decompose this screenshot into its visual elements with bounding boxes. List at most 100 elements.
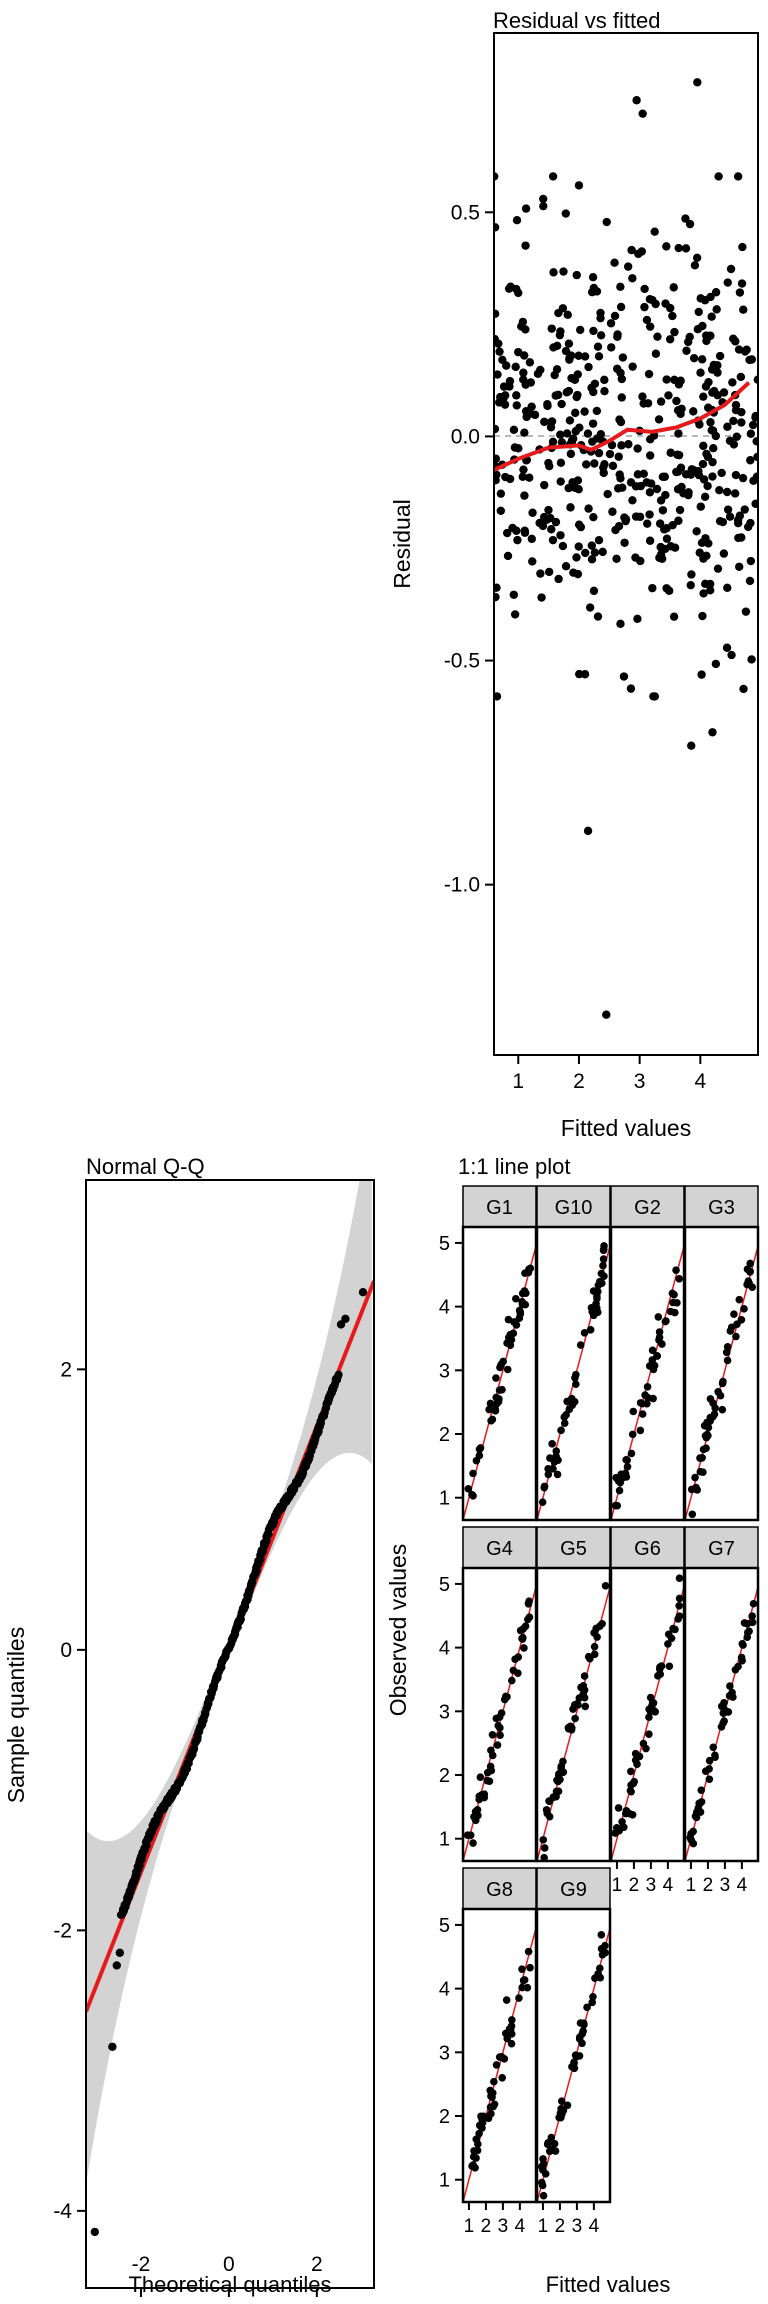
residual-point: [580, 407, 589, 416]
panel-point: [492, 1714, 501, 1723]
residual-point: [587, 541, 597, 550]
panel-strip: [462, 1185, 537, 1228]
panel-point: [586, 1326, 595, 1334]
residual-point: [611, 525, 620, 535]
residual-point: [727, 650, 736, 660]
residual-point: [742, 345, 751, 354]
residual-point: [525, 358, 535, 367]
residual-point: [574, 542, 583, 551]
trellis-x-tick-label: 3: [498, 2216, 509, 2237]
residual-smooth-line: [494, 381, 751, 472]
residual-point: [654, 415, 664, 424]
trellis-y-tick-label: 5: [439, 1915, 450, 1937]
panel-point: [645, 1730, 653, 1739]
panel-point: [515, 1994, 523, 2002]
qq-point: [258, 1547, 267, 1556]
residual-point: [743, 522, 753, 532]
residual-point: [587, 555, 597, 564]
residual-point: [573, 476, 583, 485]
panel-point: [740, 1305, 748, 1313]
residual-x-axis-label: Fitted values: [561, 1115, 691, 1141]
residual-point: [734, 345, 744, 354]
trellis-y-tick-label: 5: [439, 1574, 450, 1596]
panel-point: [732, 1332, 740, 1341]
trellis-x-tick-label: 1: [612, 1875, 623, 1896]
panel-point: [578, 2039, 586, 2048]
residual-point: [567, 436, 577, 445]
residual-point: [528, 508, 537, 517]
panel-point: [486, 1399, 495, 1408]
residual-point: [650, 227, 659, 236]
panel-point: [748, 1612, 756, 1620]
panel-point: [512, 1294, 520, 1303]
residual-point: [547, 417, 557, 426]
residual-point: [686, 580, 695, 590]
panel-point: [705, 1756, 714, 1765]
panel-point: [743, 1633, 752, 1641]
residual-point: [706, 586, 715, 595]
residual-point: [495, 347, 504, 356]
panel-plot-area: [685, 1584, 758, 1861]
panel-point: [550, 1458, 559, 1466]
residual-point: [562, 388, 571, 397]
residual-point: [700, 296, 710, 305]
panel-point: [500, 2055, 509, 2063]
qq-x-tick-label: -2: [132, 2253, 151, 2276]
residual-point: [494, 424, 500, 434]
residual-point: [661, 490, 670, 500]
residual-point: [600, 460, 609, 469]
panel-point: [497, 1709, 506, 1717]
panel-point: [586, 1654, 594, 1663]
panel-point: [717, 1723, 726, 1731]
residual-point: [723, 278, 732, 287]
residual-point: [545, 462, 554, 471]
residual-point: [552, 365, 562, 374]
panel-point: [600, 1272, 608, 1280]
panel-point: [649, 1394, 657, 1403]
panel-point: [571, 1374, 579, 1382]
residual-point: [521, 204, 531, 213]
trellis-y-tick-label: 3: [439, 1701, 450, 1723]
panel-point: [614, 1804, 623, 1812]
trellis-y-tick-label: 2: [439, 2106, 450, 2128]
panel-point: [699, 1445, 708, 1454]
residual-point: [557, 399, 566, 409]
residual-y-tick-label: 0.5: [451, 201, 480, 224]
residual-point: [648, 583, 657, 593]
qq-confidence-band: [86, 1180, 372, 2185]
residual-point: [633, 444, 642, 453]
residual-point: [616, 619, 625, 629]
residual-point: [672, 467, 681, 477]
residual-point: [706, 418, 715, 427]
panel-point: [738, 1656, 746, 1665]
residual-point: [723, 487, 732, 497]
panel-strip: [684, 1526, 759, 1569]
residual-point: [556, 531, 565, 540]
residual-point: [695, 420, 704, 429]
residual-point: [494, 475, 500, 485]
residual-point: [753, 452, 758, 462]
panel-strip: [536, 1867, 611, 1910]
panel-point: [621, 1469, 630, 1478]
panel-strip-label: G7: [708, 1538, 735, 1560]
residual-point: [528, 557, 537, 566]
trellis-x-tick-label: 3: [646, 1875, 657, 1896]
panel-point: [519, 1624, 528, 1633]
residual-point: [699, 554, 708, 563]
panel-point: [743, 1265, 752, 1273]
residual-point: [512, 216, 522, 225]
residual-outlier-point: [708, 728, 717, 737]
qq-x-axis-label: Theoretical quantiles: [128, 2272, 331, 2297]
residual-outlier-point: [693, 78, 702, 87]
residual-point: [733, 172, 743, 181]
panel-point: [654, 1313, 663, 1321]
residual-point: [734, 533, 743, 543]
residual-point: [684, 490, 693, 500]
residual-point: [512, 391, 521, 400]
panel-point: [688, 1510, 697, 1519]
panel-point: [698, 1453, 706, 1462]
residual-point: [585, 603, 595, 612]
residual-point: [699, 441, 708, 451]
residual-point: [580, 352, 590, 361]
residual-point: [547, 324, 556, 333]
